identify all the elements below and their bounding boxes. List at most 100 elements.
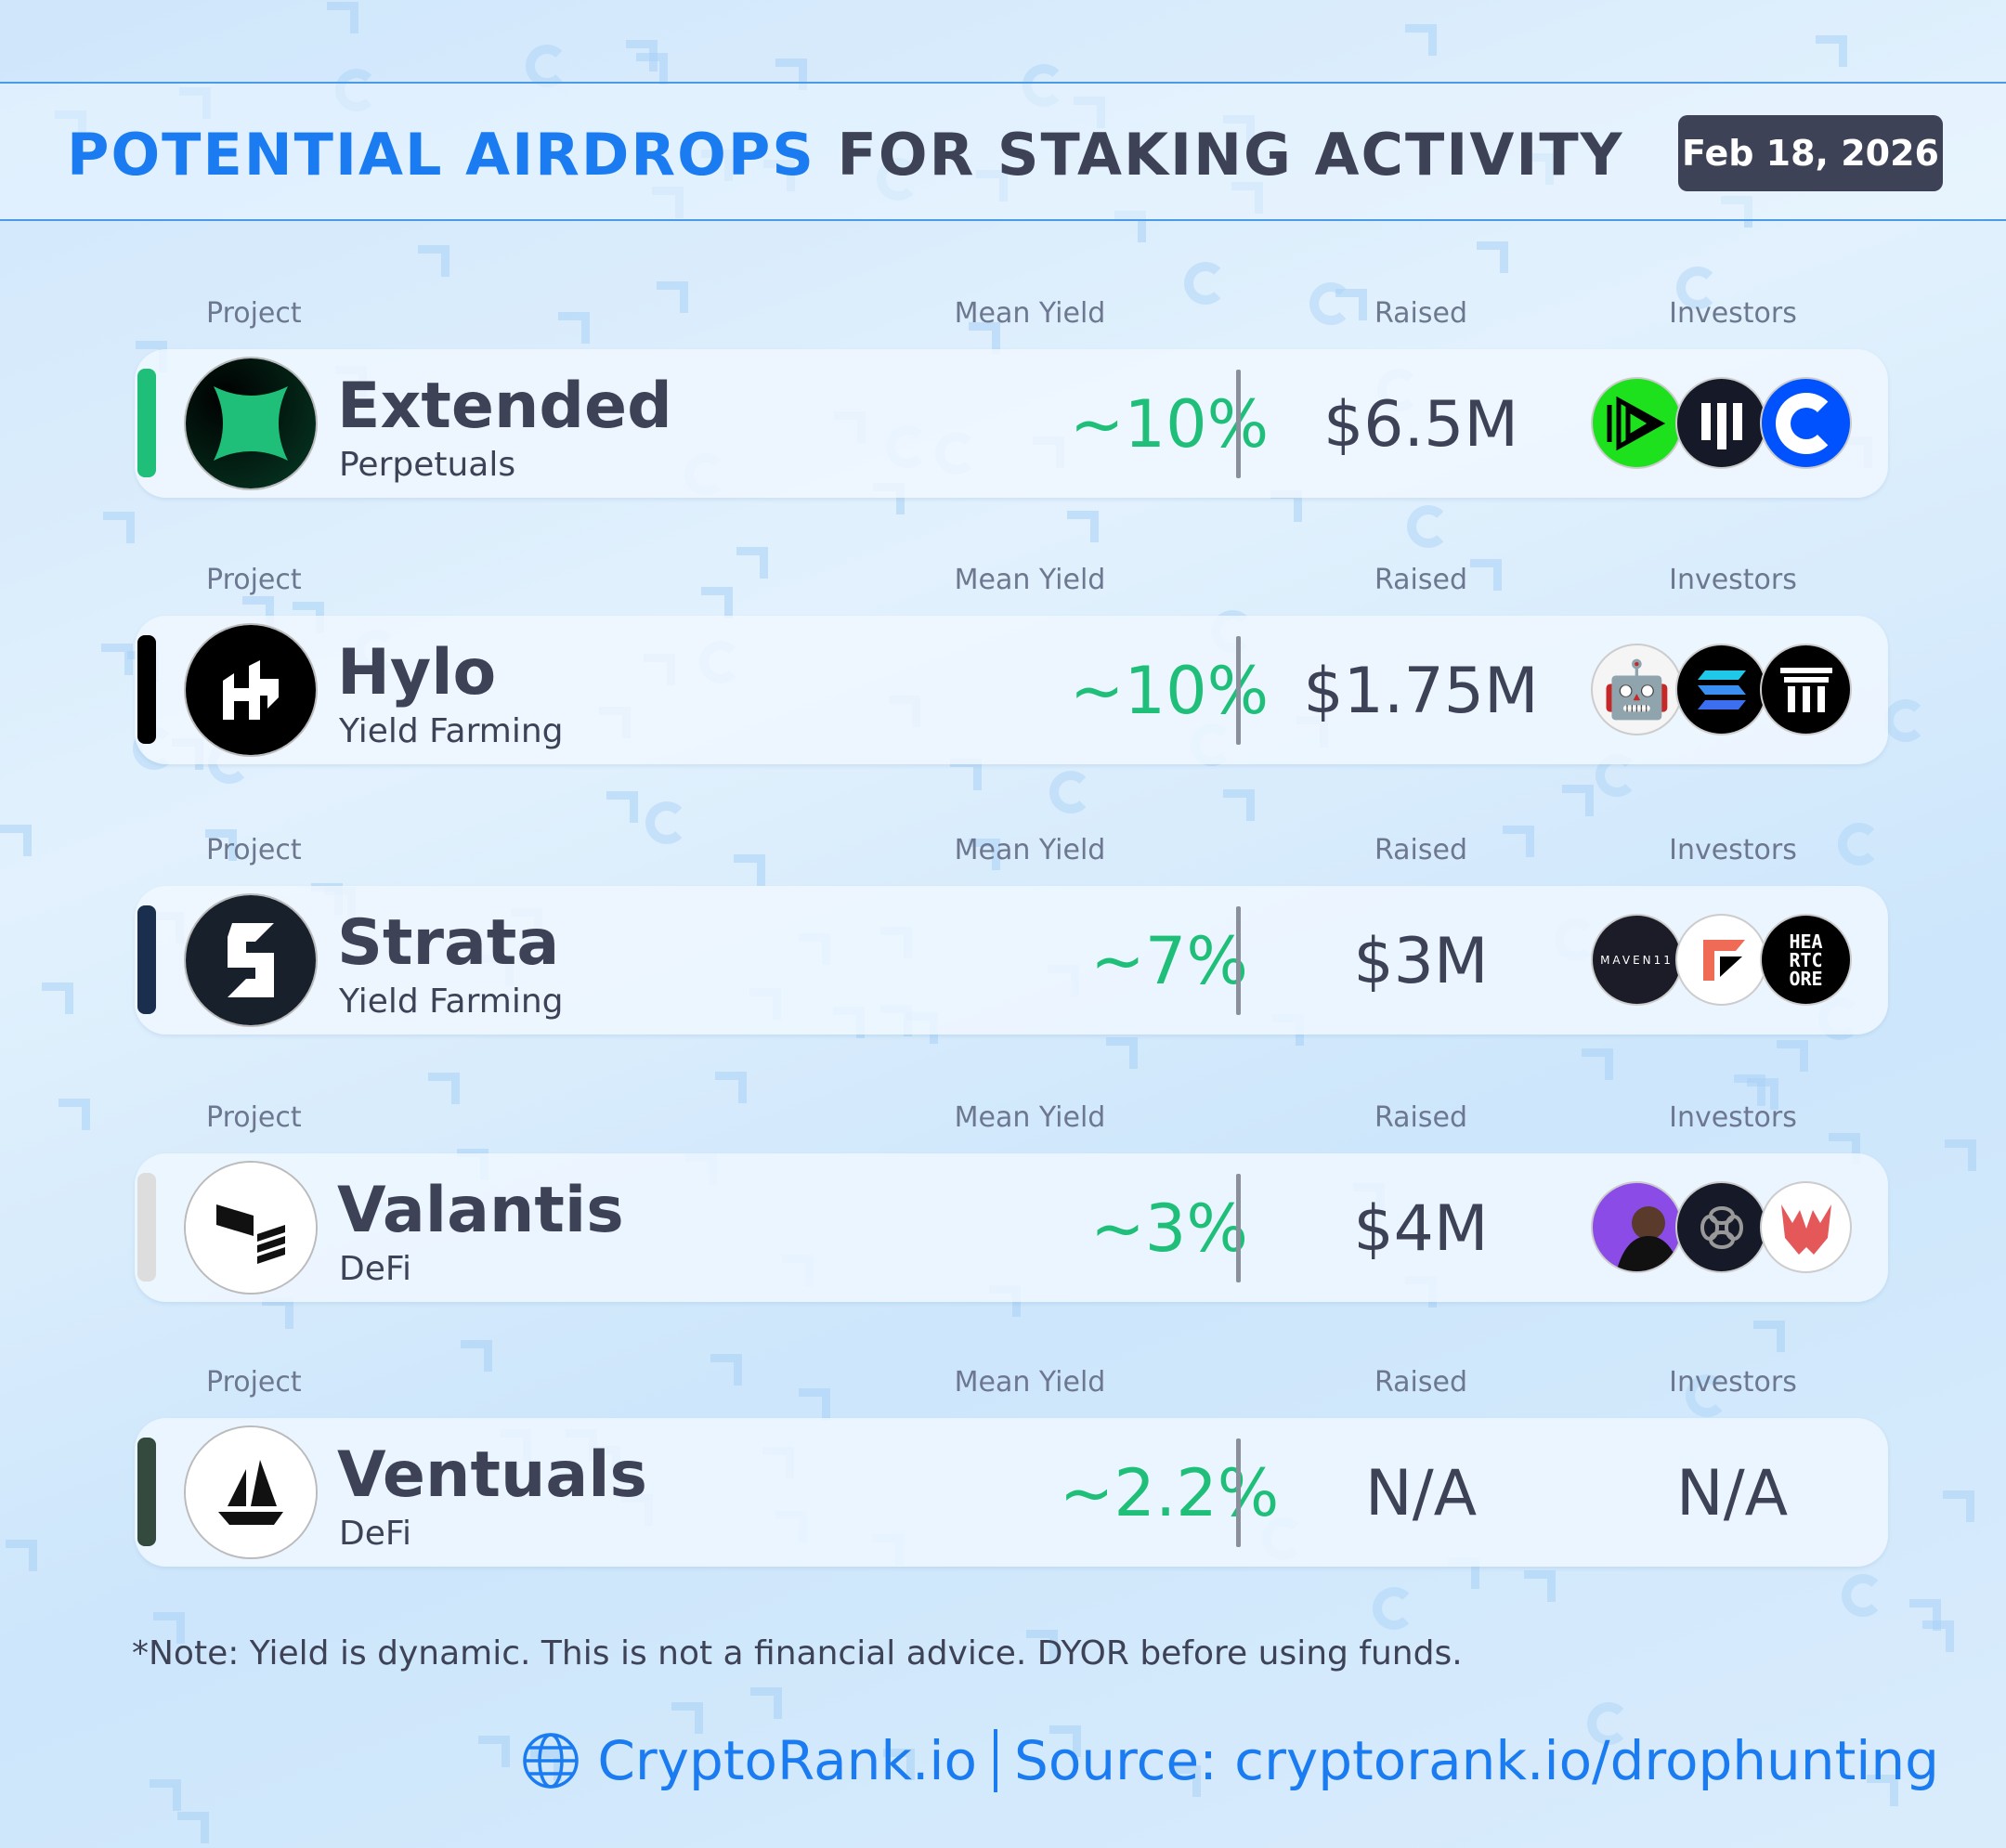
investor-knot-logo-icon (1675, 1181, 1767, 1273)
accent-bar (137, 905, 156, 1014)
project-row[interactable]: Ventuals DeFi ~2.2% N/A N/A (135, 1418, 1888, 1567)
background-shape (1406, 505, 1450, 549)
column-label-project: Project (206, 1101, 302, 1134)
investor-maven11-logo-icon: MAVEN11 (1591, 914, 1683, 1006)
background-shape (625, 39, 658, 72)
background-shape (645, 801, 689, 845)
accent-bar (137, 369, 156, 477)
mean-yield: ~7% (1090, 923, 1248, 999)
background-shape (460, 1339, 492, 1372)
investor-coinbase-logo-icon (1760, 377, 1852, 469)
background-shape (1909, 1599, 1942, 1632)
project-name: Hylo (337, 636, 497, 709)
investor-logo-text: MAVEN11 (1600, 953, 1674, 967)
project-row[interactable]: Valantis DeFi ~3% $4M (135, 1153, 1888, 1302)
project-logo-icon (184, 623, 318, 757)
background-shape (750, 1687, 783, 1720)
date-badge: Feb 18, 2026 (1678, 115, 1943, 191)
background-shape (1523, 1570, 1556, 1602)
background-shape (103, 511, 136, 543)
mean-yield: ~3% (1090, 1191, 1248, 1267)
raised-amount: N/A (1364, 1457, 1478, 1530)
column-label-raised: Raised (1374, 1366, 1468, 1399)
investor-robot-logo-icon: 🤖 (1591, 644, 1683, 735)
background-shape (557, 311, 590, 344)
investor-bars-logo-icon (1675, 377, 1767, 469)
background-shape (700, 587, 733, 619)
mean-yield: ~10% (1069, 386, 1270, 462)
background-shape (1562, 784, 1595, 816)
column-label-raised: Raised (1374, 564, 1468, 596)
column-divider (1236, 906, 1241, 1015)
column-label-project: Project (206, 834, 302, 866)
background-shape (606, 790, 639, 823)
background-shape (1816, 34, 1848, 67)
investors-na: N/A (1675, 1457, 1789, 1530)
background-shape (1944, 1139, 1976, 1171)
investor-green-play-logo-icon (1591, 377, 1683, 469)
column-label-investors: Investors (1669, 1366, 1797, 1399)
background-shape (1837, 823, 1881, 866)
investor-logo-text: HEA RTC ORE (1789, 930, 1823, 990)
background-shape (710, 1353, 742, 1386)
background-shape (418, 245, 450, 278)
column-label-mean-yield: Mean Yield (954, 834, 1106, 866)
background-shape (150, 1779, 182, 1812)
accent-bar (137, 635, 156, 744)
footer-divider (994, 1729, 997, 1792)
project-row[interactable]: Hylo Yield Farming ~10% $1.75M 🤖 (135, 616, 1888, 764)
background-shape (714, 1071, 747, 1103)
background-shape (736, 546, 769, 579)
project-row[interactable]: Strata Yield Farming ~7% $3M MAVEN11 HEA … (135, 886, 1888, 1035)
column-label-investors: Investors (1669, 297, 1797, 330)
background-shape (1222, 789, 1255, 822)
column-divider (1236, 636, 1241, 745)
source-link[interactable]: Source: cryptorank.io/drophunting (1014, 1729, 1939, 1792)
background-shape (1105, 1037, 1138, 1070)
background-shape (1842, 1573, 1885, 1617)
column-label-raised: Raised (1374, 297, 1468, 330)
background-shape (635, 53, 668, 85)
investor-heartcore-logo-icon: HEA RTC ORE (1760, 914, 1852, 1006)
background-shape (1373, 1586, 1416, 1630)
column-label-investors: Investors (1669, 1101, 1797, 1134)
column-label-project: Project (206, 564, 302, 596)
column-label-investors: Investors (1669, 564, 1797, 596)
column-label-mean-yield: Mean Yield (954, 564, 1106, 596)
mean-yield: ~10% (1069, 653, 1270, 729)
project-name: Strata (337, 906, 560, 980)
background-shape (177, 1812, 210, 1844)
column-label-project: Project (206, 1366, 302, 1399)
investor-flag-logo-icon (1675, 914, 1767, 1006)
investor-trident-logo-icon (1760, 1181, 1852, 1273)
header-banner: POTENTIAL AIRDROPS FOR STAKING ACTIVITY … (0, 82, 2006, 221)
column-label-project: Project (206, 297, 302, 330)
raised-amount: $3M (1353, 925, 1489, 998)
background-shape (1753, 1321, 1786, 1353)
disclaimer-note: *Note: Yield is dynamic. This is not a f… (132, 1634, 1463, 1672)
background-shape (1183, 262, 1227, 306)
accent-bar (137, 1438, 156, 1546)
background-shape (427, 1073, 460, 1105)
background-shape (327, 1, 359, 33)
page-title: POTENTIAL AIRDROPS FOR STAKING ACTIVITY (67, 121, 1624, 189)
background-shape (477, 1735, 510, 1767)
project-logo-icon (184, 357, 318, 490)
project-row[interactable]: Extended Perpetuals ~10% $6.5M (135, 349, 1888, 498)
column-divider (1236, 370, 1241, 478)
mean-yield: ~2.2% (1059, 1455, 1280, 1531)
investor-pillar-logo-icon (1760, 644, 1852, 735)
column-divider (1236, 1438, 1241, 1547)
raised-amount: $6.5M (1322, 388, 1519, 462)
brand-link[interactable]: CryptoRank.io (597, 1729, 977, 1792)
background-shape (798, 1388, 830, 1420)
footer: CryptoRank.io Source: cryptorank.io/drop… (521, 1729, 1939, 1792)
investor-solana-logo-icon (1675, 644, 1767, 735)
background-shape (657, 280, 689, 313)
project-category: Yield Farming (339, 983, 564, 1021)
project-logo-icon (184, 1161, 318, 1295)
project-category: Perpetuals (339, 446, 516, 484)
globe-icon (523, 1733, 580, 1789)
background-shape (0, 824, 33, 856)
column-label-raised: Raised (1374, 834, 1468, 866)
